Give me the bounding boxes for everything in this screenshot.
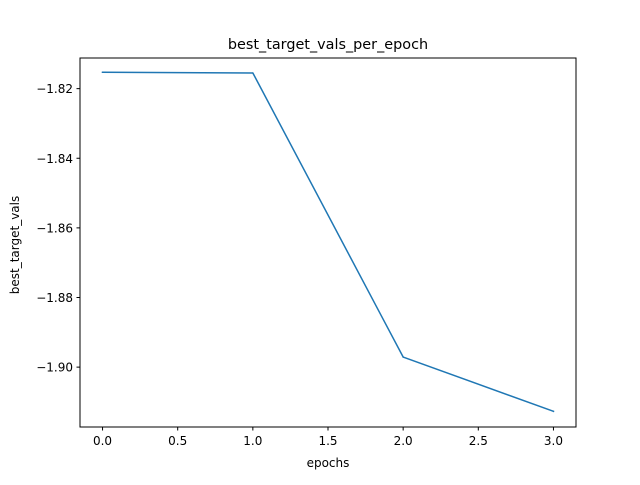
x-tick-label: 1.5 [318,434,337,448]
data-point [101,71,104,74]
series-layer [101,71,555,413]
x-tick-label: 0.0 [93,434,112,448]
x-axis-label: epochs [307,456,350,470]
chart-title: best_target_vals_per_epoch [228,37,428,53]
data-point [402,356,404,358]
data-point [552,410,555,413]
x-tick-label: 0.5 [168,434,187,448]
y-tick-label: −1.88 [36,291,73,305]
x-tick-label: 1.0 [243,434,262,448]
y-tick-label: −1.86 [36,221,73,235]
series-line [101,71,555,413]
plot-frame [79,57,577,428]
x-tick-label: 2.0 [394,434,413,448]
y-tick-label: −1.84 [36,152,73,166]
x-tick-label: 3.0 [544,434,563,448]
y-axis-label: best_target_vals [8,196,22,294]
y-tick-label: −1.90 [36,361,73,375]
x-tick-label: 2.5 [469,434,488,448]
y-tick-label: −1.82 [36,82,73,96]
data-point [252,72,254,74]
axis-ticks: 0.0 0.5 1.0 1.5 2.0 2.5 3.0 −1.82 −1.84 −1.86 −1.8… [36,82,563,448]
